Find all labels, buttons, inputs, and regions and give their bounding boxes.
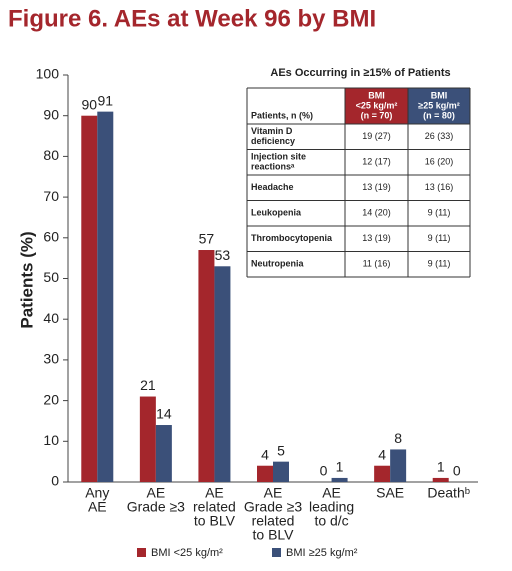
y-tick-label: 90	[43, 106, 59, 122]
table-row-label: Leukopenia	[251, 208, 302, 218]
value-label: 1	[437, 459, 445, 475]
y-tick-label: 60	[43, 229, 59, 245]
value-label: 14	[156, 406, 172, 422]
y-tick-label: 40	[43, 310, 59, 326]
value-label: 4	[378, 446, 386, 462]
y-tick-label: 80	[43, 147, 59, 163]
bar	[273, 461, 289, 482]
table-cell: 13 (19)	[362, 182, 391, 192]
x-tick-label: leading	[309, 499, 354, 515]
table-cell: 26 (33)	[425, 131, 454, 141]
table-cell: 13 (19)	[362, 233, 391, 243]
bar	[198, 250, 215, 482]
value-label: 5	[277, 442, 285, 458]
table-cell: 9 (11)	[428, 233, 451, 243]
table-header: BMI	[368, 90, 385, 100]
bar	[97, 111, 114, 482]
x-tick-label: AE	[88, 499, 107, 515]
value-label: 53	[215, 247, 231, 263]
x-tick-label: to BLV	[253, 527, 295, 543]
legend-swatch	[137, 548, 146, 557]
y-tick-label: 30	[43, 351, 59, 367]
table-cell: 16 (20)	[425, 157, 454, 167]
y-tick-label: 10	[43, 432, 59, 448]
bar	[81, 115, 98, 482]
value-label: 0	[453, 463, 461, 479]
table-header-cell	[408, 88, 470, 124]
value-label: 8	[394, 430, 402, 446]
table-cell: 13 (16)	[425, 182, 454, 192]
table-row-label: Neutropenia	[251, 259, 305, 269]
x-tick-label: related	[193, 499, 236, 515]
table-cell: 9 (11)	[428, 208, 451, 218]
table-header: (n = 70)	[361, 110, 393, 120]
y-tick-label: 50	[43, 269, 59, 285]
table-header: BMI	[431, 90, 448, 100]
x-tick-label: Grade ≥3	[244, 499, 302, 515]
value-label: 4	[261, 446, 269, 462]
table-cell: 11 (16)	[363, 259, 391, 269]
bar	[139, 396, 156, 482]
table-row-label: Thrombocytopenia	[251, 233, 333, 243]
x-tick-label: Deathᵇ	[427, 485, 470, 501]
legend-swatch	[272, 548, 281, 557]
x-tick-label: AE	[264, 485, 283, 501]
bar	[257, 465, 273, 482]
x-tick-label: SAE	[376, 485, 404, 501]
x-tick-label: related	[252, 513, 295, 529]
value-label: 90	[81, 96, 97, 112]
y-tick-label: 100	[36, 66, 60, 82]
table-row-label: reactionsᵃ	[251, 162, 295, 172]
y-tick-label: 20	[43, 391, 59, 407]
table-cell: 9 (11)	[428, 259, 451, 269]
table-row-label: Headache	[251, 182, 294, 192]
table-header-cell	[345, 88, 408, 124]
value-label: 91	[97, 92, 113, 108]
table-row-label: deficiency	[251, 136, 295, 146]
table-cell: 12 (17)	[362, 157, 391, 167]
table-row-label: Vitamin D	[251, 126, 293, 136]
chart-title: Figure 6. AEs at Week 96 by BMI	[8, 5, 376, 32]
x-tick-label: AE	[205, 485, 224, 501]
y-axis-label: Patients (%)	[17, 231, 36, 328]
y-tick-label: 70	[43, 188, 59, 204]
table-header: ≥25 kg/m²	[418, 100, 459, 110]
value-label: 57	[199, 231, 215, 247]
x-tick-label: to d/c	[314, 513, 348, 529]
table-header: Patients, n (%)	[251, 110, 313, 120]
legend-label: BMI <25 kg/m²	[151, 547, 223, 559]
table-header: <25 kg/m²	[356, 100, 398, 110]
value-label: 21	[140, 377, 156, 393]
x-tick-label: AE	[322, 485, 341, 501]
bar	[214, 266, 231, 482]
bar	[432, 477, 449, 482]
x-tick-label: Any	[85, 485, 109, 501]
legend-label: BMI ≥25 kg/m²	[286, 547, 358, 559]
table-title: AEs Occurring in ≥15% of Patients	[270, 67, 450, 79]
table-cell: 14 (20)	[362, 208, 391, 218]
x-tick-label: Grade ≥3	[127, 499, 185, 515]
table-cell: 19 (27)	[362, 131, 391, 141]
table-row-label: Injection site	[251, 152, 306, 162]
table-header: (n = 80)	[423, 110, 455, 120]
bar	[374, 465, 391, 482]
bar	[331, 477, 348, 482]
x-tick-label: AE	[147, 485, 166, 501]
x-tick-label: to BLV	[194, 513, 236, 529]
value-label: 1	[336, 459, 344, 475]
bar	[155, 425, 172, 482]
value-label: 0	[320, 463, 328, 479]
bar	[390, 449, 407, 482]
y-tick-label: 0	[51, 473, 59, 489]
